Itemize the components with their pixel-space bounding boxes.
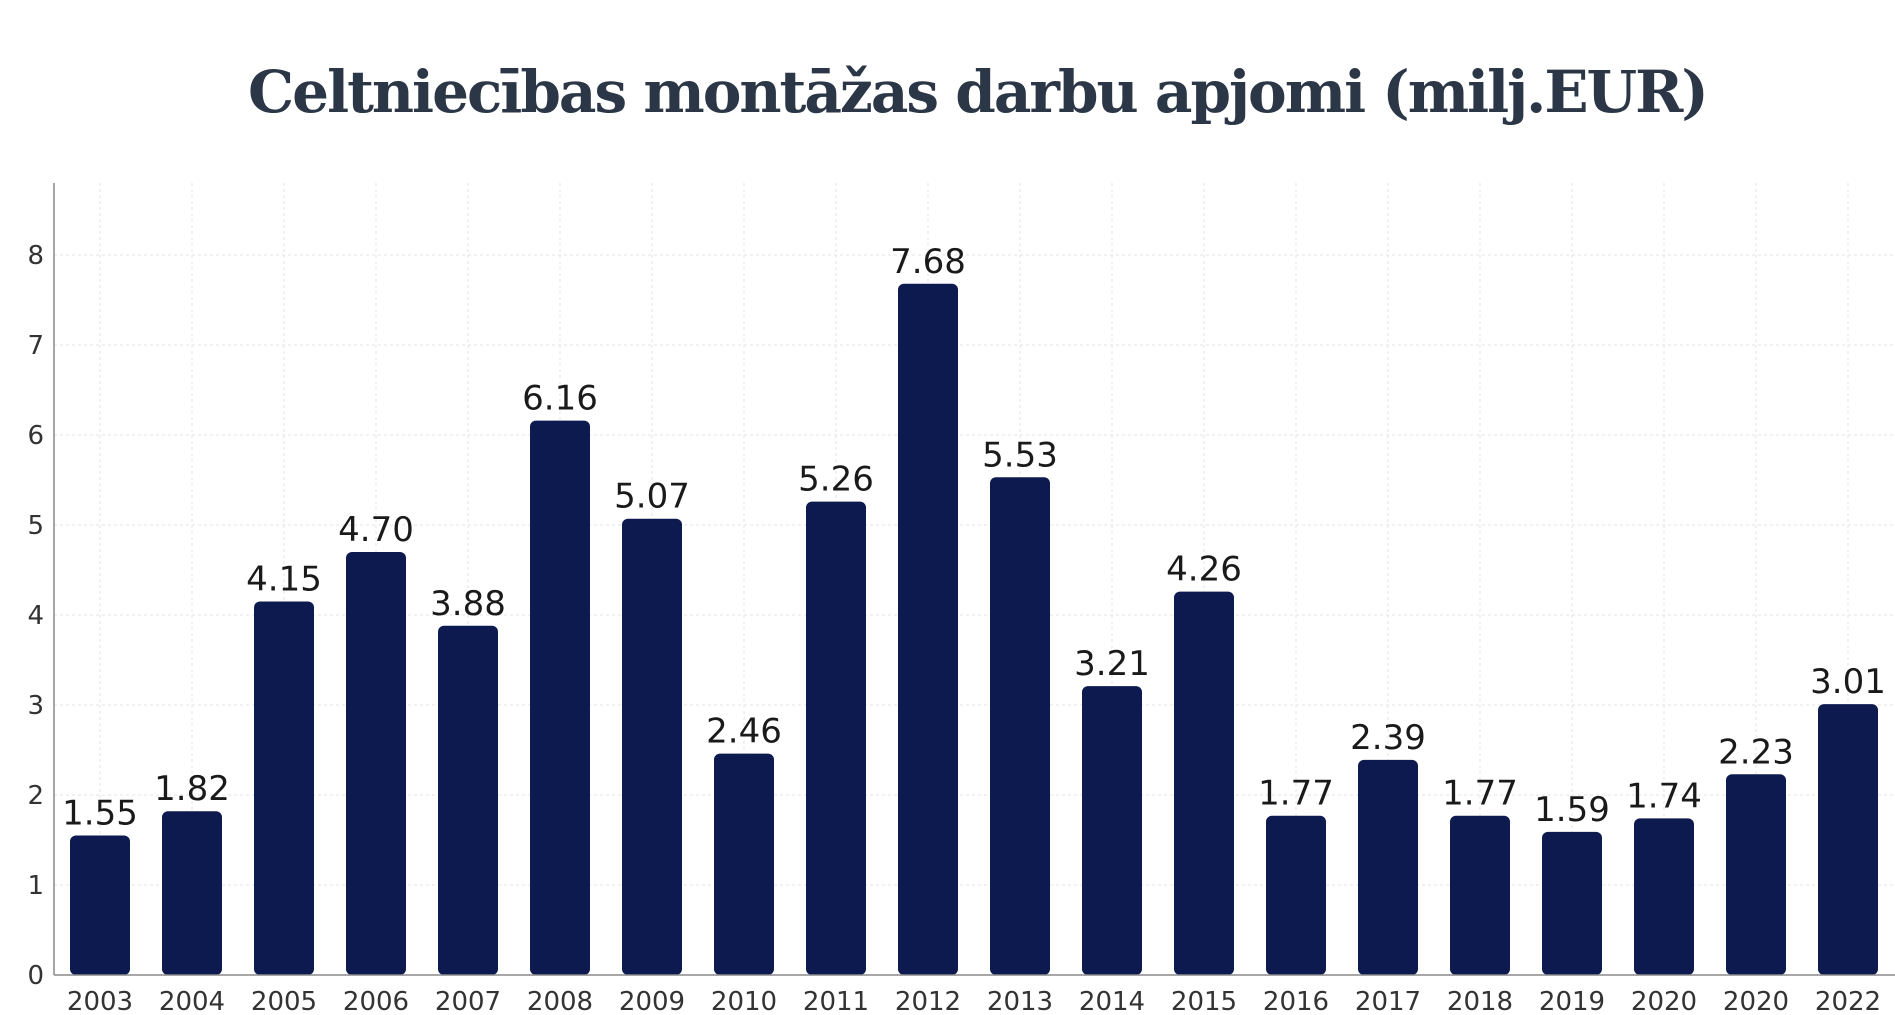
axes: 0 1 2 3 4 5 6 7 8 2003 2004 2005 2006 2007 2008 2009 201… xyxy=(27,183,1895,1015)
bar-2014 xyxy=(1082,686,1142,975)
data-label: 7.68 xyxy=(890,242,966,282)
y-tick-label: 2 xyxy=(27,781,44,811)
data-label: 3.01 xyxy=(1810,662,1886,702)
x-tick-label: 2008 xyxy=(527,987,593,1015)
data-label: 4.15 xyxy=(246,560,322,600)
data-label: 1.82 xyxy=(154,769,230,809)
x-tick-label: 2019 xyxy=(1539,987,1605,1015)
bar-2009 xyxy=(622,518,682,975)
data-label: 2.39 xyxy=(1350,718,1426,758)
data-label: 4.26 xyxy=(1166,550,1242,590)
bar-2013 xyxy=(990,477,1050,975)
x-tick-label: 2016 xyxy=(1263,987,1329,1015)
x-tick-label: 2010 xyxy=(711,987,777,1015)
data-label: 1.55 xyxy=(62,794,138,834)
bar-2004 xyxy=(162,811,222,975)
y-tick-label: 5 xyxy=(27,511,44,541)
data-label: 3.21 xyxy=(1074,644,1150,684)
bar-2010 xyxy=(714,753,774,975)
bar-2015 xyxy=(1174,591,1234,975)
bar-2016 xyxy=(1266,815,1326,975)
bar-2022 xyxy=(1818,704,1878,975)
x-tick-label: 2022 xyxy=(1815,987,1881,1015)
y-tick-label: 0 xyxy=(27,961,44,991)
chart-title: Celtniecības montāžas darbu apjomi (milj… xyxy=(248,58,1709,126)
bar-2020 xyxy=(1726,774,1786,975)
bar-2008 xyxy=(530,420,590,976)
data-label: 2.23 xyxy=(1718,732,1794,772)
bar-2017 xyxy=(1358,759,1418,975)
data-label: 6.16 xyxy=(522,379,598,419)
x-tick-label: 2012 xyxy=(895,987,961,1015)
data-label: 1.74 xyxy=(1626,776,1702,816)
x-tick-label: 2006 xyxy=(343,987,409,1015)
bar-2019 xyxy=(1542,831,1602,975)
bar-2003 xyxy=(70,835,130,975)
bar-2006 xyxy=(346,552,406,975)
x-tick-label: 2007 xyxy=(435,987,501,1015)
bar-2020 xyxy=(1634,818,1694,975)
bar-2005 xyxy=(254,601,314,975)
x-tick-label: 2014 xyxy=(1079,987,1145,1015)
x-tick-label: 2009 xyxy=(619,987,685,1015)
bar-2007 xyxy=(438,625,498,975)
data-label: 5.07 xyxy=(614,477,690,517)
y-tick-label: 7 xyxy=(27,331,44,361)
x-tick-label: 2011 xyxy=(803,987,869,1015)
data-label: 5.53 xyxy=(982,435,1058,475)
grid xyxy=(54,183,1895,975)
y-tick-label: 4 xyxy=(27,601,44,631)
x-tick-label: 2018 xyxy=(1447,987,1513,1015)
data-label: 1.77 xyxy=(1442,774,1518,814)
x-tick-label: 2020 xyxy=(1723,987,1789,1015)
x-tick-label: 2020 xyxy=(1631,987,1697,1015)
bars xyxy=(70,283,1878,976)
data-label: 1.59 xyxy=(1534,790,1610,830)
data-label: 4.70 xyxy=(338,510,414,550)
x-tick-label: 2005 xyxy=(251,987,317,1015)
y-tick-label: 1 xyxy=(27,871,44,901)
data-label: 3.88 xyxy=(430,584,506,624)
bar-2018 xyxy=(1450,815,1510,975)
data-labels: 1.55 1.82 4.15 4.70 3.88 6.16 5.07 2.46 5.26 7.68… xyxy=(62,242,1886,834)
x-tick-label: 2017 xyxy=(1355,987,1421,1015)
x-tick-label: 2013 xyxy=(987,987,1053,1015)
y-tick-label: 8 xyxy=(27,241,44,271)
bar-2011 xyxy=(806,501,866,975)
bar-2012 xyxy=(898,283,958,975)
x-tick-label: 2004 xyxy=(159,987,225,1015)
data-label: 2.46 xyxy=(706,712,782,752)
x-tick-label: 2003 xyxy=(67,987,133,1015)
data-label: 1.77 xyxy=(1258,774,1334,814)
y-tick-label: 3 xyxy=(27,691,44,721)
data-label: 5.26 xyxy=(798,460,874,500)
y-tick-label: 6 xyxy=(27,421,44,451)
x-tick-label: 2015 xyxy=(1171,987,1237,1015)
